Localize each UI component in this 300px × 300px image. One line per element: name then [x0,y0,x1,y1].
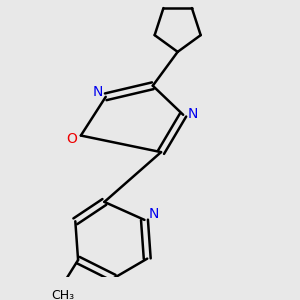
Text: CH₃: CH₃ [51,289,74,300]
Text: N: N [149,207,159,221]
Text: N: N [188,107,198,121]
Text: N: N [92,85,103,98]
Text: O: O [66,132,77,145]
